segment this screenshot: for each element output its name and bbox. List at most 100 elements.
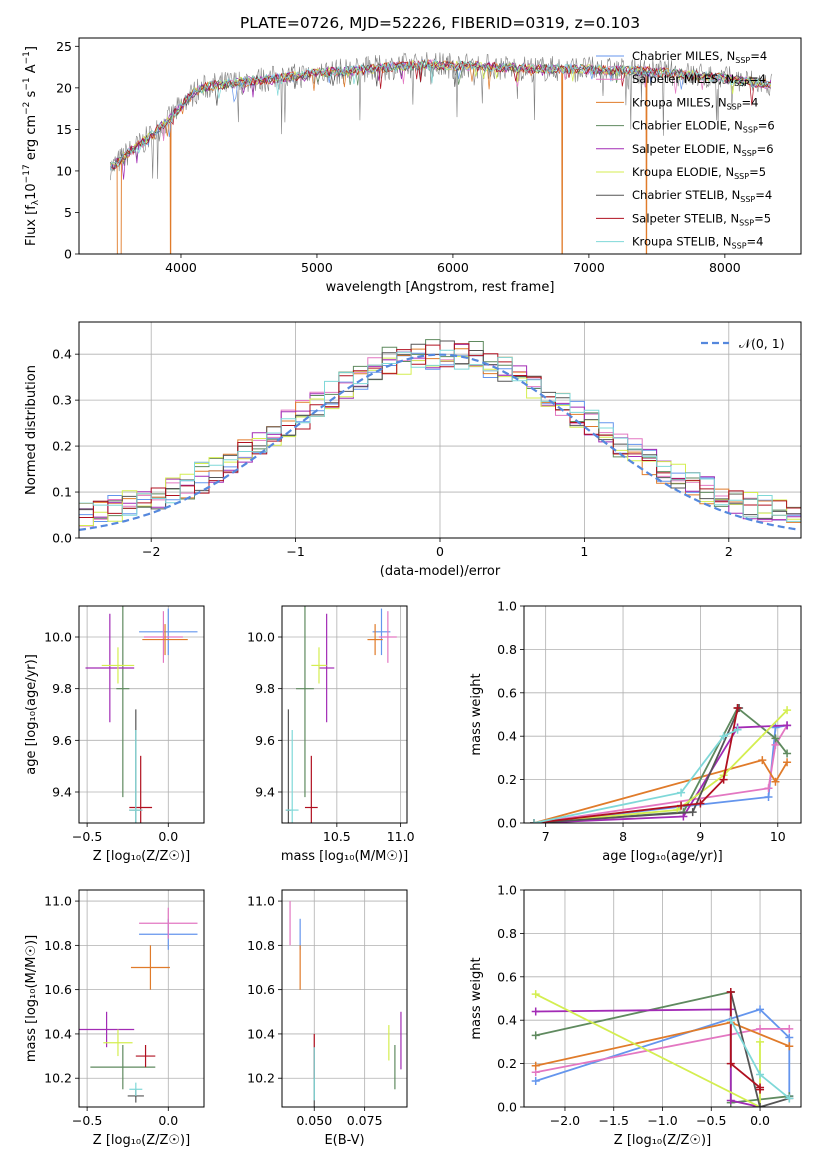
y-tick-label: 10.6 — [247, 982, 275, 997]
legend-label-part: =4 — [755, 188, 772, 202]
y-tick-label: 9.4 — [255, 785, 275, 800]
y-tick-label: 10.2 — [44, 1071, 72, 1086]
x-axis-label: Z [log₁₀(Z/Z☉)] — [93, 849, 190, 864]
y-tick-label: 0.8 — [497, 926, 517, 941]
y-tick-label: 15 — [56, 122, 72, 137]
y-tick-label: 10.8 — [44, 938, 72, 953]
legend-label-part: Kroupa ELODIE, N — [632, 165, 734, 179]
y-tick-label: 0.0 — [497, 1100, 517, 1115]
weight-marker — [679, 812, 688, 821]
errorbar-point — [378, 611, 397, 663]
x-tick-label: 0.0 — [158, 829, 178, 844]
errorbar-point — [304, 755, 318, 823]
legend-label-part: Chabrier ELODIE, N — [632, 119, 743, 133]
legend-label-part: =5 — [754, 211, 771, 225]
normal-curve — [79, 353, 799, 531]
y-axis-label-part: s — [24, 90, 39, 101]
errorbar-point — [129, 730, 143, 823]
weight-marker — [719, 732, 728, 741]
x-tick-label: −2.0 — [550, 1113, 580, 1128]
y-tick-label: 0.0 — [497, 816, 517, 831]
y-tick-label: 0.1 — [52, 485, 72, 500]
y-axis-label-part: −1 — [22, 51, 32, 64]
x-tick-label: 6000 — [437, 260, 469, 275]
weight-series — [533, 759, 788, 823]
axes-frame — [523, 605, 802, 824]
legend-label-part: Chabrier MILES, N — [632, 49, 735, 63]
y-tick-label: 5 — [64, 205, 72, 220]
weight-series — [534, 706, 788, 823]
x-tick-label: −1 — [286, 544, 304, 559]
weight-marker — [764, 792, 773, 801]
x-tick-label: 0.0 — [158, 1113, 178, 1128]
x-tick-label: −1.0 — [647, 1113, 677, 1128]
y-axis-label-part: −17 — [22, 164, 32, 183]
y-tick-label: 0.3 — [52, 393, 72, 408]
x-tick-label: 2 — [725, 544, 733, 559]
errorbar-point — [90, 1045, 156, 1090]
plot-area — [530, 703, 792, 823]
weight-series — [535, 993, 761, 1107]
y-tick-label: 9.6 — [255, 733, 275, 748]
y-axis-label: Flux [fλ10−17 erg cm−2 s−1 A−1] — [22, 46, 41, 246]
legend-label-part: Salpeter STELIB, N — [632, 211, 739, 225]
plot-area — [289, 901, 402, 1107]
y-tick-label: 0.6 — [497, 969, 517, 984]
x-tick-label: 0.075 — [347, 1113, 383, 1128]
plot-area — [531, 987, 794, 1107]
figure-title: PLATE=0726, MJD=52226, FIBERID=0319, z=0… — [240, 14, 640, 32]
y-tick-label: 11.0 — [44, 894, 72, 909]
y-axis-label: mass weight — [469, 673, 484, 755]
legend-label-part: SSP — [740, 195, 755, 204]
legend-label-part: SSP — [742, 149, 757, 158]
weight-marker — [531, 1007, 540, 1016]
weight-marker — [726, 987, 735, 996]
legend-label: Salpeter ELODIE, NSSP=6 — [632, 142, 774, 158]
x-tick-label: 10 — [770, 829, 786, 844]
errorbar-point — [79, 1011, 135, 1048]
errorbar-point — [139, 608, 198, 656]
y-tick-label: 0.2 — [497, 772, 517, 787]
panel-age-vs-mass: 10.5 11.0 9.4 9.6 9.8 10.0 mass [log₁₀(M/M☉)] — [247, 605, 415, 864]
y-tick-label: 9.8 — [255, 681, 275, 696]
y-axis-label-part: 10 — [24, 183, 39, 200]
weight-marker — [785, 1042, 794, 1051]
weight-marker — [785, 1024, 794, 1033]
legend-label-part: =6 — [757, 142, 774, 156]
weight-marker — [783, 706, 792, 715]
legend-label: 𝒩(0, 1) — [739, 336, 785, 351]
x-tick-label: 9 — [696, 829, 704, 844]
weight-marker — [733, 703, 742, 712]
errorbar-point — [101, 647, 135, 684]
weight-marker — [531, 990, 540, 999]
weight-marker — [756, 1005, 765, 1014]
weight-marker — [726, 1059, 735, 1068]
weight-series — [533, 724, 788, 823]
histogram-series — [79, 349, 801, 522]
legend-label-part: Kroupa MILES, N — [632, 95, 727, 109]
legend-label-part: SSP — [743, 126, 758, 135]
y-tick-label: 9.6 — [52, 733, 72, 748]
y-axis-label-part: A — [24, 64, 39, 77]
weight-marker — [758, 756, 767, 765]
y-axis-label-part: Flux [f — [24, 205, 39, 246]
legend-label-part: Chabrier STELIB, N — [632, 188, 740, 202]
histogram-series — [79, 352, 801, 522]
legend-label-part: SSP — [739, 218, 754, 227]
y-tick-label: 1.0 — [497, 599, 517, 614]
x-tick-label: 0.0 — [750, 1113, 770, 1128]
y-tick-label: 9.4 — [52, 785, 72, 800]
y-tick-label: 0.4 — [497, 729, 517, 744]
model-spectrum — [109, 58, 771, 172]
masked-region — [645, 71, 648, 254]
legend-label-part: SSP — [734, 172, 749, 181]
y-tick-label: 20 — [56, 80, 72, 95]
axes-frame — [281, 889, 408, 1108]
legend-label: Salpeter MILES, NSSP=4 — [632, 72, 766, 88]
y-tick-label: 10.6 — [44, 982, 72, 997]
y-tick-label: 10.4 — [44, 1026, 72, 1041]
errorbar-point — [296, 606, 314, 798]
weight-marker — [726, 1016, 735, 1025]
legend-label-part: SSP — [735, 56, 750, 65]
